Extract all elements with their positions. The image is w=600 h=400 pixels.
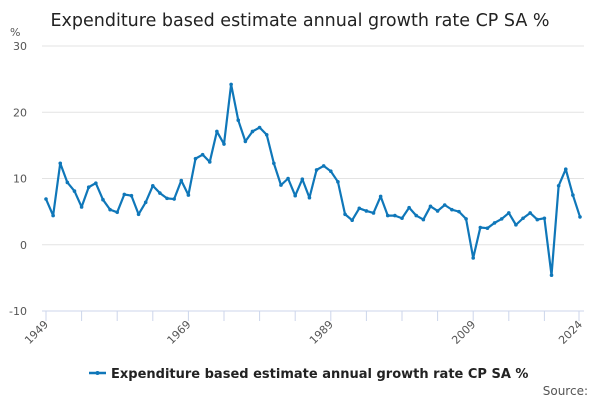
data-point: [450, 207, 454, 212]
data-point: [393, 213, 397, 218]
data-point: [44, 197, 48, 201]
data-point: [207, 160, 212, 164]
data-point: [400, 216, 404, 221]
data-series: [44, 82, 582, 278]
data-point: [215, 129, 219, 134]
data-point: [435, 209, 440, 213]
data-point: [528, 211, 532, 215]
data-point: [385, 213, 390, 218]
data-point: [158, 191, 162, 195]
data-point: [65, 180, 70, 185]
data-point: [535, 217, 540, 222]
data-point: [264, 132, 269, 137]
data-point: [336, 180, 340, 184]
data-point: [51, 213, 55, 218]
data-point: [471, 256, 476, 260]
chart-title: Expenditure based estimate annual growth…: [50, 11, 549, 31]
data-point: [122, 192, 127, 197]
series-line: [44, 83, 582, 277]
data-point: [521, 216, 525, 221]
x-tick-label: 2024: [556, 318, 585, 347]
x-tick-label: 1949: [22, 318, 51, 347]
data-point: [478, 225, 483, 230]
data-point: [343, 212, 347, 217]
data-point: [115, 210, 119, 215]
data-point: [151, 183, 155, 188]
data-point: [108, 207, 112, 212]
data-point: [236, 118, 241, 122]
x-tick-label: 1989: [307, 318, 336, 347]
data-point: [272, 161, 276, 166]
data-point: [193, 156, 198, 161]
legend-marker-icon: [95, 371, 100, 375]
y-tick-label: 30: [13, 40, 27, 53]
data-point: [549, 273, 554, 278]
data-point: [222, 142, 226, 146]
data-point: [364, 209, 369, 213]
legend[interactable]: Expenditure based estimate annual growth…: [89, 367, 528, 382]
data-point: [165, 196, 169, 201]
data-point: [492, 221, 497, 225]
data-point: [321, 164, 326, 168]
data-point: [457, 209, 461, 214]
data-point: [507, 211, 511, 215]
y-axis-unit-label: %: [10, 26, 20, 39]
data-point: [314, 168, 319, 172]
x-tick-label: 2009: [449, 318, 478, 347]
data-point: [428, 204, 433, 209]
data-point: [357, 206, 362, 211]
y-tick-label: 10: [13, 173, 27, 186]
data-point: [129, 193, 134, 198]
data-point: [563, 167, 568, 172]
data-point: [442, 203, 447, 207]
data-point: [86, 185, 91, 189]
data-point: [72, 189, 77, 193]
x-tick-label: 1969: [165, 318, 194, 347]
y-tick-label: -10: [9, 305, 27, 318]
source-label: Source:: [543, 384, 588, 398]
data-point: [200, 152, 205, 157]
data-point: [279, 183, 283, 187]
legend-label: Expenditure based estimate annual growth…: [111, 367, 528, 382]
data-point: [293, 193, 298, 198]
data-point: [286, 176, 290, 181]
data-point: [101, 197, 105, 202]
data-point: [571, 193, 575, 197]
data-point: [371, 211, 376, 215]
data-point: [229, 82, 233, 87]
data-point: [172, 197, 176, 201]
data-point: [556, 183, 561, 188]
data-point: [179, 178, 184, 183]
y-axis-ticks: -10 0 10 20 30: [9, 40, 27, 318]
data-point: [421, 217, 426, 222]
data-point: [307, 195, 312, 200]
y-tick-label: 0: [20, 239, 27, 252]
data-point: [514, 223, 518, 227]
data-point: [243, 139, 248, 144]
gridlines: [42, 45, 584, 246]
data-point: [407, 205, 411, 210]
data-point: [250, 129, 255, 134]
data-point: [485, 226, 490, 230]
data-point: [329, 169, 333, 174]
data-point: [136, 212, 141, 217]
data-point: [257, 125, 262, 130]
data-point: [79, 205, 84, 209]
data-point: [58, 161, 63, 166]
data-point: [94, 181, 98, 185]
data-point: [414, 213, 419, 218]
data-point: [578, 215, 582, 219]
data-point: [378, 194, 383, 199]
x-axis: 1949 1969 1989 2009 2024: [22, 310, 585, 347]
data-point: [300, 177, 305, 181]
data-point: [464, 217, 468, 221]
data-point: [542, 216, 547, 221]
data-point: [186, 193, 191, 197]
y-tick-label: 20: [13, 106, 27, 119]
data-point: [499, 217, 504, 221]
data-point: [350, 218, 354, 223]
data-point: [143, 200, 148, 205]
